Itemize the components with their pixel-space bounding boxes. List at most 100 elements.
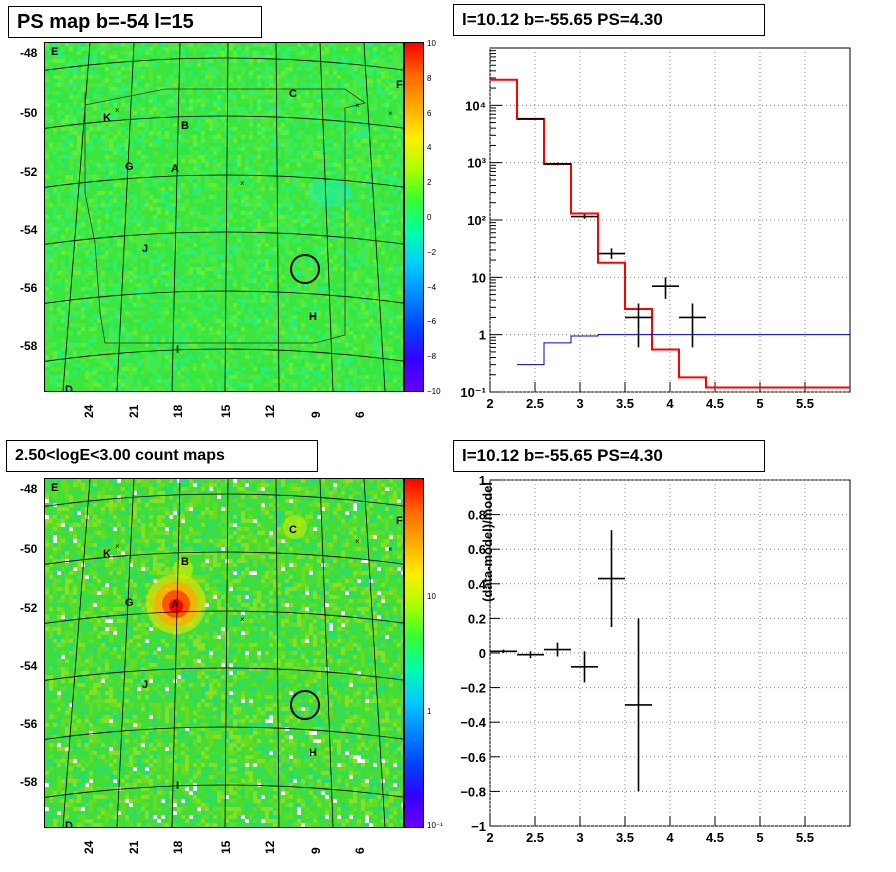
region-label-k: K xyxy=(103,112,111,124)
y-tick-label: 1 xyxy=(479,473,486,488)
lon-tick-label: 24 xyxy=(82,840,96,854)
lat-tick-label: -48 xyxy=(20,482,38,496)
latitude-line xyxy=(45,610,403,624)
region-label-i: I xyxy=(176,780,179,792)
y-tick-label: 0.6 xyxy=(468,542,486,557)
lat-tick-label: -56 xyxy=(20,717,38,731)
x-tick-label: 2 xyxy=(486,830,493,845)
latitude-line xyxy=(45,115,403,129)
lon-tick-label: 24 xyxy=(82,404,96,418)
lon-tick-label: 6 xyxy=(353,411,367,418)
data-point-errorbar xyxy=(652,277,679,299)
x-tick-label: 3 xyxy=(576,830,583,845)
lon-tick-label: 21 xyxy=(127,404,141,418)
y-tick-label: 1 xyxy=(479,328,486,343)
y-tick-label: 0.4 xyxy=(468,577,487,592)
lat-tick-label: -54 xyxy=(20,659,38,673)
colorbar-tick-label: −6 xyxy=(427,317,437,327)
lat-tick-label: -56 xyxy=(20,281,38,295)
data-point-errorbar xyxy=(571,214,598,219)
count-colorbar xyxy=(404,478,424,828)
x-tick-label: 5 xyxy=(756,830,763,845)
longitude-line xyxy=(275,43,280,391)
colorbar-tick-label: 1 xyxy=(427,707,432,716)
x-tick-label: 4.5 xyxy=(706,830,724,845)
residual-point-errorbar xyxy=(625,618,652,792)
region-label-c: C xyxy=(289,524,297,536)
y-tick-label: 0 xyxy=(479,646,486,661)
y-tick-label: −0.8 xyxy=(460,784,486,799)
region-label-a: A xyxy=(171,599,179,611)
longitude-line xyxy=(224,479,229,827)
region-boundary xyxy=(84,88,366,344)
colorbar-tick-label: 6 xyxy=(427,108,432,118)
x-tick-label: 5 xyxy=(756,396,763,411)
latitude-line xyxy=(45,57,403,71)
residual-chart: 2 2.5 3 3.5 4 4.5 5 5.5 1 0.8 0.6 0.4 0.2 0 −0.2 −0.4 −0… xyxy=(460,473,851,845)
region-label-a: A xyxy=(171,163,179,175)
point-marker: × xyxy=(240,615,245,624)
lon-tick-label: 15 xyxy=(219,840,233,854)
lon-tick-label: 12 xyxy=(263,404,277,418)
count-map-plot: × × × × E C F K B G A J H I D xyxy=(45,479,403,827)
point-marker: × xyxy=(355,101,360,110)
latitude-line xyxy=(45,174,403,188)
region-label-f: F xyxy=(396,79,403,91)
residual-point-errorbar xyxy=(571,651,598,683)
lat-tick-label: -54 xyxy=(20,223,38,237)
colorbar-tick-label: 2 xyxy=(427,178,432,188)
region-label-j: J xyxy=(142,679,148,691)
data-point-errorbar xyxy=(544,162,571,166)
region-label-b: B xyxy=(181,556,189,568)
title-top-right: l=10.12 b=-55.65 PS=4.30 xyxy=(453,4,765,36)
x-tick-label: 2.5 xyxy=(526,396,544,411)
region-label-h: H xyxy=(309,311,317,323)
region-label-d: D xyxy=(65,384,73,391)
lat-tick-label: -52 xyxy=(20,601,38,615)
x-tick-label: 4.5 xyxy=(706,396,724,411)
longitude-line xyxy=(116,43,135,391)
colorbar-tick-label: 8 xyxy=(427,73,432,83)
region-label-j: J xyxy=(142,243,148,255)
y-tick-label: 10³ xyxy=(467,156,486,171)
residual-point-errorbar xyxy=(490,649,517,653)
y-tick-label: −0.6 xyxy=(460,750,486,765)
region-label-k: K xyxy=(103,548,111,560)
longitude-line xyxy=(171,43,181,391)
longitude-line xyxy=(224,43,229,391)
residual-point-errorbar xyxy=(598,530,625,628)
lat-tick-label: -58 xyxy=(20,339,38,353)
latitude-line xyxy=(45,231,403,245)
colorbar-tick-label: 10 xyxy=(427,592,436,601)
y-tick-label: −0.2 xyxy=(460,681,486,696)
lon-tick-label: 18 xyxy=(171,404,185,418)
colorbar-tick-label: 0 xyxy=(427,213,432,222)
selected-source-circle xyxy=(290,690,320,720)
y-tick-label: −0.4 xyxy=(460,715,486,730)
latitude-line xyxy=(45,493,403,507)
title-top-left: PS map b=-54 l=15 xyxy=(8,6,262,38)
x-tick-label: 5.5 xyxy=(796,396,814,411)
x-tick-label: 3.5 xyxy=(616,396,634,411)
region-label-g: G xyxy=(125,597,134,609)
ps-colorbar xyxy=(404,42,424,392)
region-label-h: H xyxy=(309,747,317,759)
ps-map: × × × × E C F K B G A J H I D xyxy=(44,42,404,392)
x-tick-label: 4 xyxy=(666,830,674,845)
region-label-i: I xyxy=(176,344,179,356)
region-label-b: B xyxy=(181,120,189,132)
colorbar-tick-label: 4 xyxy=(427,143,432,153)
lon-tick-label: 9 xyxy=(309,411,323,418)
y-tick-label: 10⁻¹ xyxy=(460,385,486,400)
residual-point-errorbar xyxy=(544,642,571,657)
data-point-errorbar xyxy=(625,303,652,348)
data-point-errorbar xyxy=(517,118,544,120)
region-label-e: E xyxy=(51,482,58,494)
longitude-line xyxy=(275,479,280,827)
point-marker: × xyxy=(355,537,360,546)
longitude-line xyxy=(363,43,386,391)
y-tick-label: 10 xyxy=(472,270,486,285)
count-map: × × × × E C F K B G A J H I D xyxy=(44,478,404,828)
title-bottom-right: l=10.12 b=-55.65 PS=4.30 xyxy=(453,440,765,472)
point-marker: × xyxy=(388,109,393,118)
